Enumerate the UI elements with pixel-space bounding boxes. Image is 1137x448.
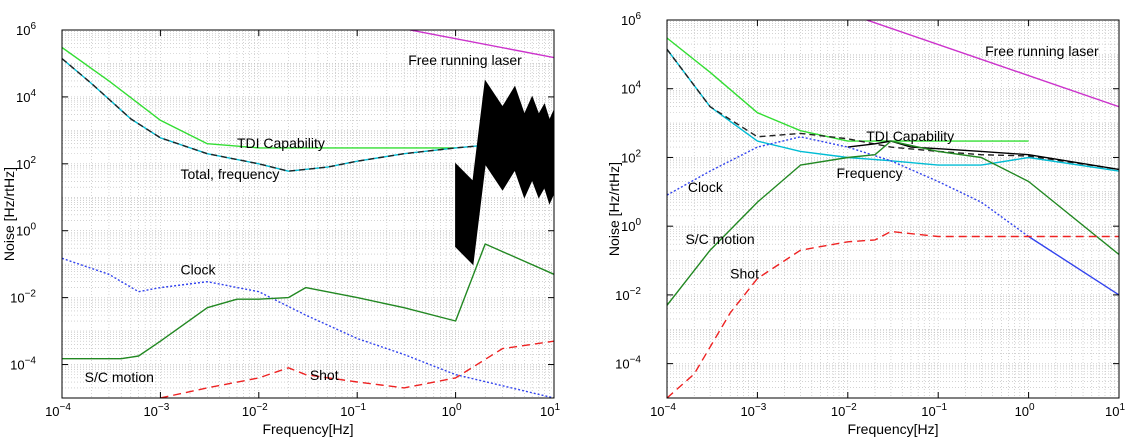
annotation-label: TDI Capability xyxy=(866,128,954,144)
y-axis-label: Noise [Hz/rtHz] xyxy=(1,167,17,261)
annotation-label: Clock xyxy=(180,261,216,277)
plot-frame xyxy=(666,19,1120,399)
plot-frame xyxy=(61,29,555,399)
y-tick-label: 10−4 xyxy=(10,356,36,373)
annotation-label: S/C motion xyxy=(85,369,154,385)
series-line-9 xyxy=(667,230,1119,398)
x-tick-label: 10−1 xyxy=(340,402,366,419)
y-tick-label: 10−4 xyxy=(615,355,641,372)
x-axis-label: Frequency[Hz] xyxy=(262,421,353,437)
x-tick-label: 101 xyxy=(540,402,560,419)
x-tick-label: 10−2 xyxy=(242,402,268,419)
x-tick-label: 10−4 xyxy=(45,402,71,419)
x-axis-label: Frequency[Hz] xyxy=(847,421,938,437)
series-line-4 xyxy=(667,48,1119,171)
annotation-label: Free running laser xyxy=(985,43,1099,59)
series-line-4 xyxy=(62,58,554,172)
series-line-7 xyxy=(62,243,554,360)
annotation-label: Shot xyxy=(310,367,339,383)
x-tick-label: 100 xyxy=(442,402,462,419)
annotation-label: Shot xyxy=(730,266,759,282)
annotation-label: TDI Capability xyxy=(237,135,325,151)
chart-panel-2: 10−4 10−3 10−2 10−1 100 101 10−4 10−2 100 102 104 1… xyxy=(606,11,1125,437)
x-tick-label: 10−3 xyxy=(740,402,766,419)
x-tick-label: 10−3 xyxy=(143,402,169,419)
series-line-5 xyxy=(455,79,554,266)
x-tick-label: 10−4 xyxy=(650,402,676,419)
series-group xyxy=(667,20,1119,398)
series-line-2 xyxy=(62,46,456,149)
annotation-label: S/C motion xyxy=(685,231,754,247)
series-line-6 xyxy=(62,257,554,398)
series-line-1 xyxy=(406,30,554,59)
annotation-label: Total, frequency xyxy=(180,166,279,182)
series-line-3 xyxy=(667,48,1119,172)
annotation-label: Free running laser xyxy=(408,52,522,68)
y-tick-label: 106 xyxy=(621,11,641,28)
y-tick-label: 100 xyxy=(621,217,641,234)
x-tick-label: 101 xyxy=(1105,402,1125,419)
y-tick-label: 10−2 xyxy=(615,286,641,303)
y-tick-label: 10−2 xyxy=(10,289,36,306)
y-tick-label: 102 xyxy=(621,148,641,165)
x-tick-label: 100 xyxy=(1015,402,1035,419)
y-tick-label: 102 xyxy=(16,155,36,172)
grid xyxy=(62,30,554,398)
series-line-1 xyxy=(864,20,1119,108)
y-tick-label: 104 xyxy=(621,80,641,97)
series-line-8 xyxy=(667,140,1119,306)
annotation-label: Frequency xyxy=(837,165,903,181)
y-tick-label: 106 xyxy=(16,21,36,38)
annotation-label: Clock xyxy=(688,179,724,195)
series-group xyxy=(62,30,554,398)
grid xyxy=(667,20,1119,398)
chart-panel-1: 10−4 10−3 10−2 10−1 100 101 10−4 10−2 100 102 104 1… xyxy=(1,21,560,437)
x-tick-label: 10−1 xyxy=(921,402,947,419)
x-tick-label: 10−2 xyxy=(831,402,857,419)
series-line-2 xyxy=(667,37,1029,142)
y-tick-label: 104 xyxy=(16,88,36,105)
series-line-7 xyxy=(1028,235,1119,296)
y-axis-label: Noise [Hz/rtHz] xyxy=(606,162,622,256)
y-tick-label: 100 xyxy=(16,222,36,239)
